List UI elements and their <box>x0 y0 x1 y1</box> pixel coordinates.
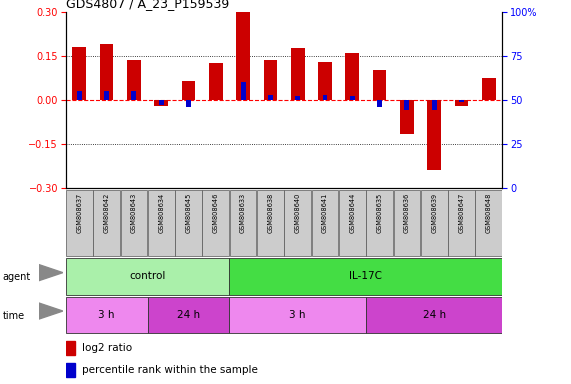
Bar <box>428 100 441 170</box>
Bar <box>377 100 382 107</box>
Text: GDS4807 / A_23_P159539: GDS4807 / A_23_P159539 <box>66 0 229 10</box>
Bar <box>100 44 114 100</box>
Text: GSM808646: GSM808646 <box>213 193 219 233</box>
Bar <box>295 96 300 100</box>
Bar <box>432 100 437 111</box>
Text: GSM808647: GSM808647 <box>459 193 465 233</box>
FancyBboxPatch shape <box>339 190 365 256</box>
FancyBboxPatch shape <box>147 297 230 333</box>
Bar <box>400 100 414 134</box>
Bar <box>345 53 359 100</box>
Text: GSM808638: GSM808638 <box>267 193 274 233</box>
FancyBboxPatch shape <box>66 297 147 333</box>
Text: time: time <box>3 311 25 321</box>
Bar <box>323 94 328 100</box>
Text: 24 h: 24 h <box>177 310 200 320</box>
Bar <box>131 91 136 100</box>
Bar <box>482 78 496 100</box>
Text: GSM808640: GSM808640 <box>295 193 301 233</box>
Bar <box>73 47 86 100</box>
Text: control: control <box>130 271 166 281</box>
FancyBboxPatch shape <box>230 190 256 256</box>
FancyBboxPatch shape <box>312 190 339 256</box>
Bar <box>291 48 304 100</box>
Bar <box>240 82 246 100</box>
Bar <box>77 91 82 100</box>
Bar <box>186 100 191 107</box>
Text: GSM808648: GSM808648 <box>486 193 492 233</box>
Polygon shape <box>39 265 63 281</box>
Text: GSM808641: GSM808641 <box>322 193 328 233</box>
FancyBboxPatch shape <box>93 190 120 256</box>
Bar <box>268 94 273 100</box>
Text: log2 ratio: log2 ratio <box>82 343 132 353</box>
Bar <box>264 60 278 100</box>
Text: 24 h: 24 h <box>423 310 446 320</box>
Bar <box>209 63 223 100</box>
Polygon shape <box>39 303 63 319</box>
FancyBboxPatch shape <box>421 190 448 256</box>
FancyBboxPatch shape <box>120 190 147 256</box>
Text: GSM808633: GSM808633 <box>240 193 246 233</box>
Bar <box>350 96 355 100</box>
Bar <box>318 61 332 100</box>
Text: GSM808639: GSM808639 <box>431 193 437 233</box>
Text: GSM808635: GSM808635 <box>377 193 383 233</box>
FancyBboxPatch shape <box>366 297 502 333</box>
Bar <box>104 91 109 100</box>
Text: GSM808634: GSM808634 <box>158 193 164 233</box>
Text: GSM808645: GSM808645 <box>186 193 191 233</box>
FancyBboxPatch shape <box>66 190 93 256</box>
Text: IL-17C: IL-17C <box>349 271 383 281</box>
FancyBboxPatch shape <box>448 190 475 256</box>
Bar <box>455 100 468 106</box>
FancyBboxPatch shape <box>203 190 229 256</box>
Text: GSM808642: GSM808642 <box>103 193 110 233</box>
Text: GSM808643: GSM808643 <box>131 193 137 233</box>
Bar <box>182 81 195 100</box>
Bar <box>404 100 409 111</box>
Bar <box>459 100 464 102</box>
Bar <box>373 70 387 100</box>
FancyBboxPatch shape <box>366 190 393 256</box>
Bar <box>236 12 250 100</box>
Text: 3 h: 3 h <box>289 310 306 320</box>
FancyBboxPatch shape <box>230 297 366 333</box>
FancyBboxPatch shape <box>66 258 230 295</box>
FancyBboxPatch shape <box>476 190 502 256</box>
Bar <box>66 341 75 355</box>
FancyBboxPatch shape <box>393 190 420 256</box>
FancyBboxPatch shape <box>175 190 202 256</box>
FancyBboxPatch shape <box>230 258 502 295</box>
Text: GSM808637: GSM808637 <box>77 193 82 233</box>
Text: GSM808644: GSM808644 <box>349 193 355 233</box>
Text: GSM808636: GSM808636 <box>404 193 410 233</box>
Bar <box>159 100 164 105</box>
FancyBboxPatch shape <box>257 190 284 256</box>
FancyBboxPatch shape <box>148 190 175 256</box>
Text: percentile rank within the sample: percentile rank within the sample <box>82 364 258 374</box>
FancyBboxPatch shape <box>284 190 311 256</box>
Bar <box>127 60 140 100</box>
Text: agent: agent <box>3 272 31 282</box>
Bar <box>154 100 168 106</box>
Bar <box>66 362 75 376</box>
Text: 3 h: 3 h <box>98 310 115 320</box>
